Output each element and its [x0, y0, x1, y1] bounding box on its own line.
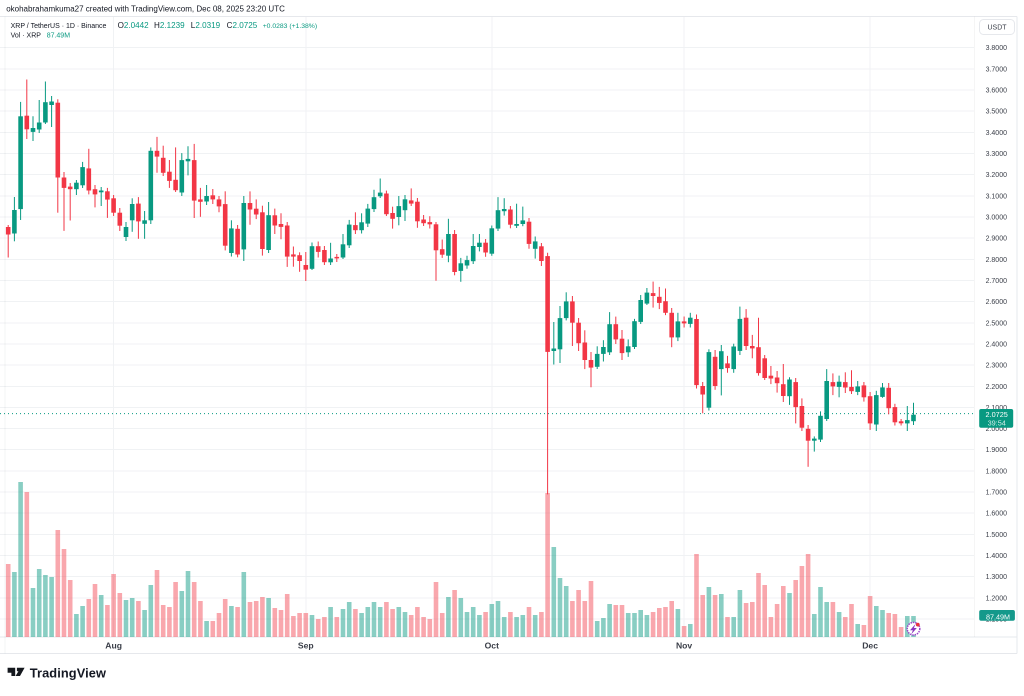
svg-text:USDT: USDT: [987, 25, 1007, 32]
svg-text:39:54: 39:54: [988, 418, 1006, 427]
svg-text:2.1000: 2.1000: [986, 405, 1008, 412]
svg-text:Oct: Oct: [485, 641, 499, 651]
svg-text:1.6000: 1.6000: [986, 511, 1008, 518]
svg-text:XRP / TetherUS · 1D · Binance: XRP / TetherUS · 1D · Binance: [11, 23, 107, 30]
svg-text:Vol · XRP: Vol · XRP: [11, 33, 42, 40]
svg-text:okohabrahamkuma27 created with: okohabrahamkuma27 created with TradingVi…: [6, 5, 285, 14]
svg-text:3.2000: 3.2000: [986, 172, 1008, 179]
svg-text:1.8000: 1.8000: [986, 468, 1008, 475]
svg-text:1.5000: 1.5000: [986, 532, 1008, 539]
svg-text:1.7000: 1.7000: [986, 490, 1008, 497]
svg-text:2.0000: 2.0000: [986, 426, 1008, 433]
svg-text:O2.0442: O2.0442: [118, 21, 150, 30]
svg-text:+0.0283 (+1.38%): +0.0283 (+1.38%): [263, 23, 317, 30]
svg-text:1.3000: 1.3000: [986, 574, 1008, 581]
svg-text:Nov: Nov: [676, 641, 692, 651]
svg-text:Sep: Sep: [298, 641, 314, 651]
svg-text:Dec: Dec: [862, 641, 878, 651]
svg-text:2.9000: 2.9000: [986, 236, 1008, 243]
svg-text:2.7000: 2.7000: [986, 278, 1008, 285]
svg-text:1.4000: 1.4000: [986, 553, 1008, 560]
svg-text:2.5000: 2.5000: [986, 320, 1008, 327]
svg-text:TradingView: TradingView: [30, 665, 106, 680]
svg-text:3.6000: 3.6000: [986, 88, 1008, 95]
svg-text:87.49M: 87.49M: [986, 612, 1010, 621]
svg-text:3.4000: 3.4000: [986, 130, 1008, 137]
svg-text:2.8000: 2.8000: [986, 257, 1008, 264]
svg-text:2.3000: 2.3000: [986, 363, 1008, 370]
svg-text:3.5000: 3.5000: [986, 109, 1008, 116]
svg-text:H2.1239: H2.1239: [154, 21, 185, 30]
svg-text:3.8000: 3.8000: [986, 45, 1008, 52]
svg-text:3.7000: 3.7000: [986, 66, 1008, 73]
svg-text:C2.0725: C2.0725: [227, 21, 258, 30]
svg-text:3.0000: 3.0000: [986, 215, 1008, 222]
svg-text:L2.0319: L2.0319: [191, 21, 221, 30]
svg-text:87.49M: 87.49M: [47, 33, 71, 40]
svg-text:3.1000: 3.1000: [986, 193, 1008, 200]
svg-text:2.0725: 2.0725: [986, 410, 1008, 419]
svg-text:2.2000: 2.2000: [986, 384, 1008, 391]
svg-text:2.4000: 2.4000: [986, 341, 1008, 348]
svg-text:3.3000: 3.3000: [986, 151, 1008, 158]
svg-text:1.9000: 1.9000: [986, 447, 1008, 454]
svg-text:2.6000: 2.6000: [986, 299, 1008, 306]
svg-text:Aug: Aug: [105, 641, 122, 651]
svg-text:1.2000: 1.2000: [986, 595, 1008, 602]
